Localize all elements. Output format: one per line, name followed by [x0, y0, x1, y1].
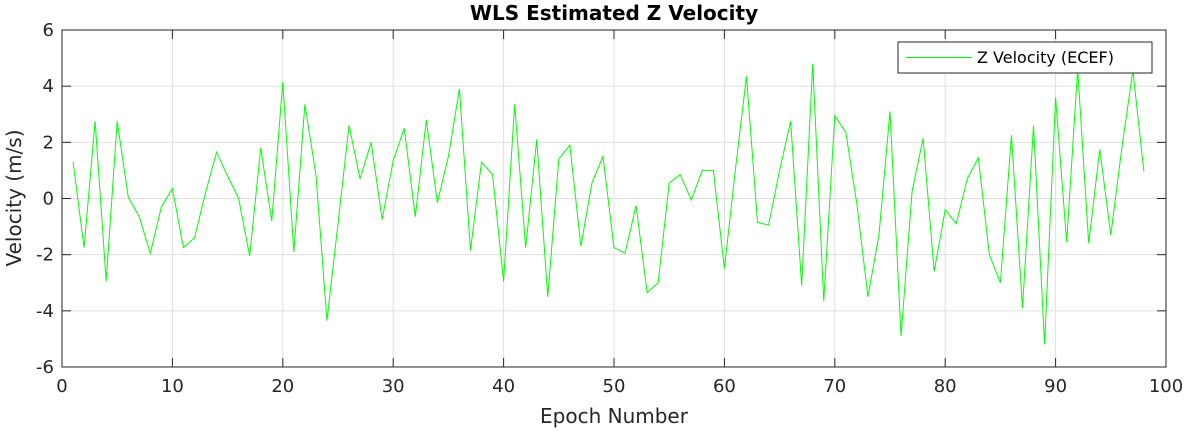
y-tick-label: 0 [43, 189, 54, 210]
x-tick-label: 70 [823, 376, 846, 397]
chart-title: WLS Estimated Z Velocity [470, 1, 758, 25]
x-tick-label: 0 [56, 376, 67, 397]
y-tick-label: -6 [36, 357, 54, 378]
legend-label: Z Velocity (ECEF) [977, 48, 1114, 67]
x-tick-label: 40 [492, 376, 515, 397]
y-axis-title: Velocity (m/s) [2, 129, 26, 266]
y-tick-label: -2 [36, 245, 54, 266]
axis-ticks: 0 10 20 30 40 50 60 70 80 90 100 -6 -4 -2 0 2 4 6 [36, 20, 1183, 397]
x-tick-label: 30 [382, 376, 405, 397]
x-tick-label: 60 [713, 376, 736, 397]
series-layer [72, 63, 1145, 345]
y-tick-label: 6 [43, 20, 54, 41]
x-axis-title: Epoch Number [540, 404, 689, 428]
y-tick-label: -4 [36, 301, 54, 322]
series-line-z-velocity [72, 63, 1145, 345]
legend: Z Velocity (ECEF) [897, 41, 1153, 74]
y-tick-label: 4 [43, 76, 54, 97]
x-tick-label: 20 [271, 376, 294, 397]
y-tick-label: 2 [43, 132, 54, 153]
x-tick-label: 80 [934, 376, 957, 397]
x-tick-label: 90 [1044, 376, 1067, 397]
grid-lines [62, 30, 1166, 367]
x-tick-label: 50 [603, 376, 626, 397]
x-tick-label: 10 [161, 376, 184, 397]
x-tick-label: 100 [1149, 376, 1183, 397]
